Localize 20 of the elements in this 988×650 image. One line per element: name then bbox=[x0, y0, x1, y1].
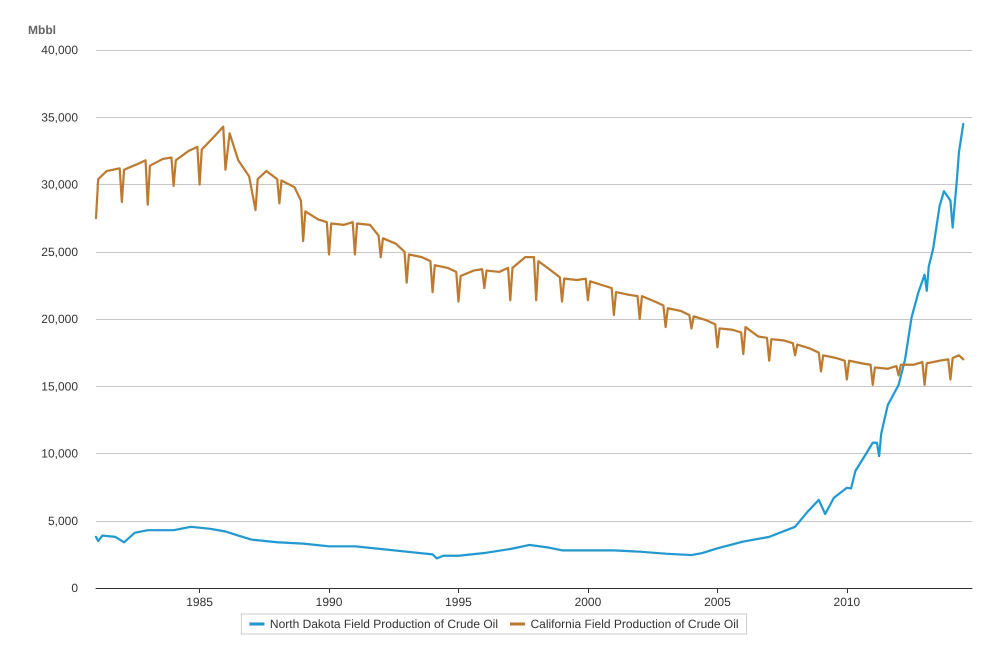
x-tick-label: 2010 bbox=[834, 595, 861, 609]
y-tick-label: 25,000 bbox=[41, 244, 78, 259]
y-tick-label: 30,000 bbox=[41, 178, 78, 192]
x-tick-label: 1985 bbox=[186, 595, 214, 609]
x-tick-label: 1990 bbox=[316, 595, 343, 609]
y-tick-label: 5,000 bbox=[48, 514, 78, 528]
y-tick-label: 15,000 bbox=[41, 379, 78, 394]
legend-label: North Dakota Field Production of Crude Oil bbox=[270, 617, 498, 631]
x-tick-label: 1995 bbox=[445, 595, 472, 609]
line-series bbox=[94, 126, 964, 386]
legend-label: California Field Production of Crude Oil bbox=[530, 617, 739, 631]
x-tick-label: 2000 bbox=[574, 595, 602, 609]
y-tick-label: 35,000 bbox=[41, 110, 78, 124]
y-tick-label: 10,000 bbox=[41, 446, 78, 460]
x-tick-label: 2005 bbox=[704, 595, 732, 609]
y-axis-title: Mbbl bbox=[28, 23, 56, 37]
y-tick-label: 40,000 bbox=[41, 43, 78, 57]
y-tick-label: 0 bbox=[71, 581, 78, 595]
y-tick-label: 20,000 bbox=[41, 312, 78, 326]
line-series bbox=[94, 122, 964, 560]
